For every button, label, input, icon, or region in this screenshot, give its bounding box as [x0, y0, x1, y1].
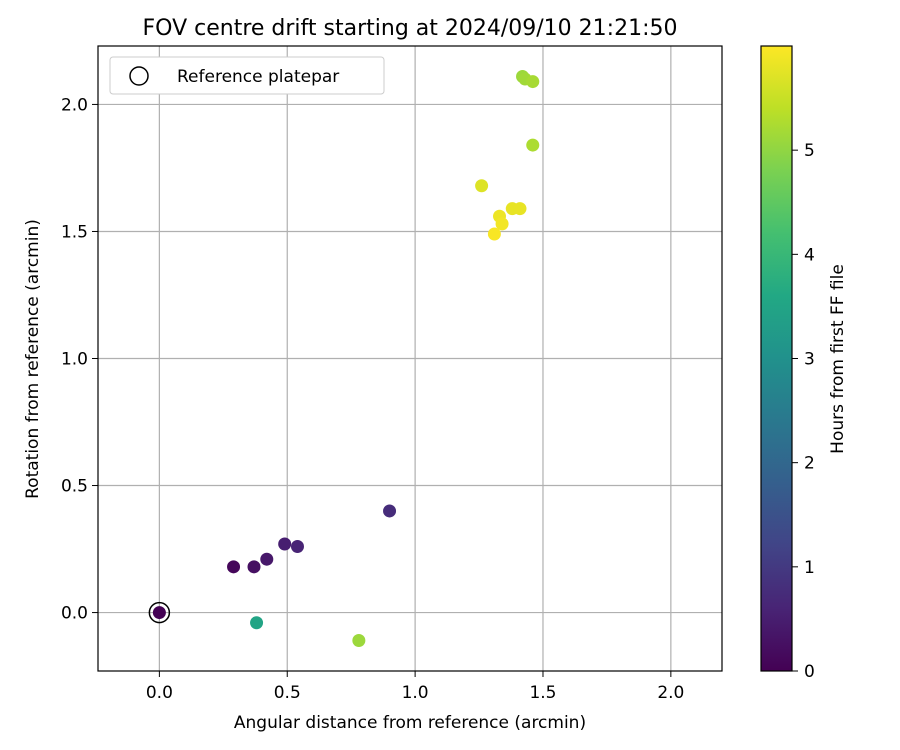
data-point: [383, 504, 397, 518]
data-point: [526, 75, 540, 89]
colorbar-tick-label: 3: [804, 350, 815, 370]
colorbar-tick-label: 2: [804, 454, 815, 474]
chart-title: FOV centre drift starting at 2024/09/10 …: [143, 16, 678, 41]
y-tick-label: 0.0: [61, 604, 88, 624]
colorbar-tick-label: 0: [804, 662, 815, 682]
legend-marker-reference-icon: [129, 66, 149, 86]
x-tick-label: 1.0: [402, 683, 429, 703]
y-tick-label: 0.5: [61, 477, 88, 497]
data-points: [148, 69, 540, 648]
data-point: [278, 537, 292, 551]
data-point: [495, 217, 509, 231]
data-point: [475, 179, 489, 193]
data-point: [247, 560, 261, 574]
plot-frame: [97, 45, 723, 672]
colorbar-tick-label: 5: [804, 141, 815, 161]
y-tick-label: 2.0: [61, 95, 88, 115]
data-point: [290, 540, 304, 554]
y-axis-ticks: 0.0 0.5 1.0 1.5 2.0: [61, 95, 98, 624]
data-point: [227, 560, 241, 574]
legend: Reference platepar: [109, 56, 385, 95]
data-point: [260, 552, 274, 566]
x-axis-label: Angular distance from reference (arcmin): [234, 713, 586, 733]
data-point: [250, 616, 264, 630]
legend-entry-reference-platepar: Reference platepar: [177, 67, 339, 87]
y-tick-label: 1.5: [61, 222, 88, 242]
colorbar-tick-label: 1: [804, 558, 815, 578]
y-tick-label: 1.0: [61, 350, 88, 370]
colorbar-gradient: [761, 46, 792, 671]
x-axis-ticks: 0.0 0.5 1.0 1.5 2.0: [146, 671, 684, 703]
colorbar-tick-label: 4: [804, 245, 815, 265]
data-point: [352, 634, 366, 648]
data-point: [526, 138, 540, 152]
x-tick-label: 0.5: [274, 683, 301, 703]
x-tick-label: 1.5: [529, 683, 556, 703]
colorbar: 0 1 2 3 4 5 Hours from first FF file: [760, 45, 848, 682]
data-point: [152, 606, 166, 620]
colorbar-label: Hours from first FF file: [828, 264, 848, 454]
data-point: [487, 227, 501, 241]
x-tick-label: 2.0: [657, 683, 684, 703]
legend-box: [109, 56, 385, 95]
reference-platepar-marker: [148, 601, 171, 624]
y-axis-label: Rotation from reference (arcmin): [23, 219, 43, 499]
colorbar-ticks: 0 1 2 3 4 5: [792, 141, 815, 682]
data-point: [513, 202, 527, 216]
x-tick-label: 0.0: [146, 683, 173, 703]
grid: [98, 46, 722, 671]
